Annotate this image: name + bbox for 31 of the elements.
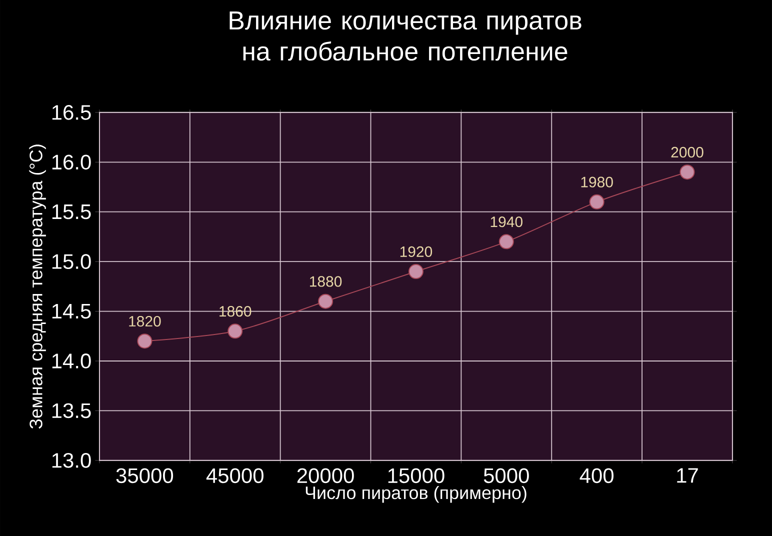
y-tick-label: 14.0 [52, 354, 91, 368]
point [680, 164, 695, 180]
y-tick-label: 15.0 [52, 254, 91, 269]
x-tick-label: 17 [677, 468, 698, 483]
y-tick-label: 13.0 [52, 452, 91, 468]
x-axis-title: Число пиратов (примерно) [306, 486, 526, 503]
x-tick-label: 45000 [206, 468, 264, 484]
annotation: 1920 [400, 246, 432, 257]
point [318, 294, 334, 309]
x-tick-label: 20000 [297, 468, 354, 484]
y-axis-title: Земная средняя температура (°C) [29, 144, 46, 429]
x-tick-label: 5000 [484, 468, 529, 484]
x-tick-label: 400 [580, 468, 614, 484]
annotation: 2000 [671, 146, 704, 158]
y-tick-label: 14.5 [52, 304, 91, 319]
x-tick-label: 15000 [388, 468, 444, 484]
y-tick-label: 13.5 [52, 403, 91, 418]
x-tick-label: 35000 [116, 468, 174, 484]
point [228, 324, 243, 339]
y-tick-label: 16.5 [52, 104, 91, 120]
annotation: 1880 [310, 276, 342, 287]
point [137, 334, 152, 349]
point [589, 194, 604, 210]
annotation: 1820 [129, 316, 161, 327]
point [408, 264, 424, 280]
y-tick-label: 15.5 [52, 204, 91, 220]
annotation: 1980 [581, 176, 613, 188]
y-tick-label: 16.0 [52, 154, 91, 170]
point [498, 234, 514, 250]
chart-title: Влияние количества пиратов на глобальное потепление [230, 12, 582, 61]
annotation: 1940 [490, 216, 522, 228]
